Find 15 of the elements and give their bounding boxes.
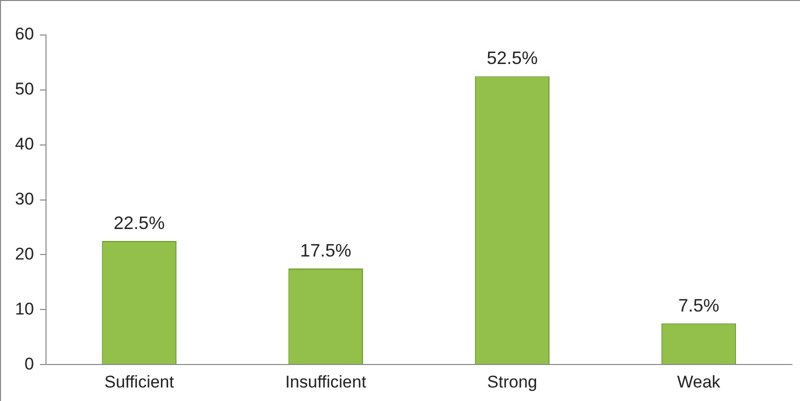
data-label: 17.5% <box>300 240 352 260</box>
data-label: 52.5% <box>486 48 538 68</box>
y-tick-label: 20 <box>14 244 34 264</box>
y-tick-label: 50 <box>14 80 34 99</box>
x-tick-label: Sufficient <box>104 372 174 392</box>
y-tick-label: 30 <box>14 189 34 208</box>
data-label: 22.5% <box>114 212 165 233</box>
y-tick-label: 40 <box>14 134 34 154</box>
data-label: 7.5% <box>678 295 720 316</box>
x-tick-label: Strong <box>487 372 538 392</box>
y-tick-label: 10 <box>14 299 34 318</box>
y-tick-label: 60 <box>14 24 34 44</box>
y-tick-label: 0 <box>24 354 34 374</box>
x-tick-label: Weak <box>677 372 721 392</box>
x-tick-label: Insufficient <box>285 372 366 392</box>
